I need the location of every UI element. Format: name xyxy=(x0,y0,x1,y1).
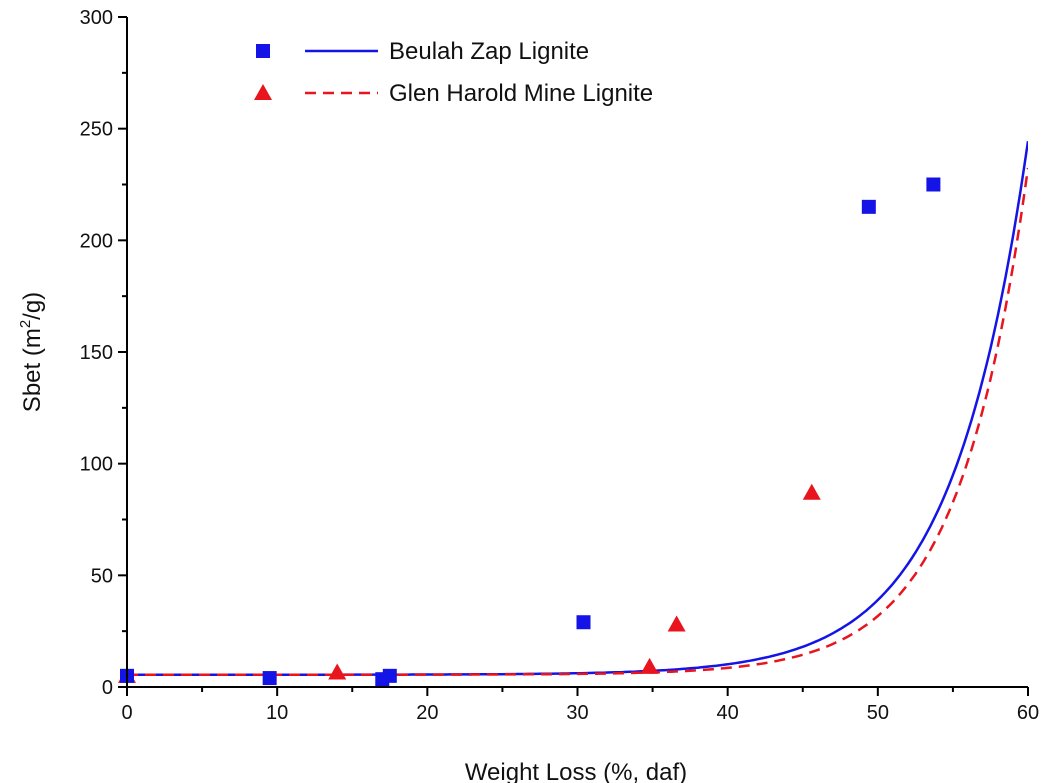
fit-line-series-2 xyxy=(127,167,1028,676)
x-tick-label: 60 xyxy=(1017,702,1039,724)
y-tick-label: 100 xyxy=(80,454,113,476)
x-axis-title: Weight Loss (%, daf) xyxy=(465,759,687,783)
data-point-series-2 xyxy=(640,657,659,674)
y-axis-title: Sbet (m2/g) xyxy=(17,292,46,412)
y-axis-title-main: Sbet (m xyxy=(19,328,46,412)
legend-marker-series-1 xyxy=(256,44,270,58)
data-point-series-2 xyxy=(802,483,821,500)
data-point-series-1 xyxy=(382,668,397,683)
y-tick-label: 250 xyxy=(80,119,113,141)
axes: 0 10 20 30 40 50 60 0 50 100 150 200 250 300 xyxy=(80,7,1040,724)
fit-lines xyxy=(127,141,1028,676)
x-tick-label: 40 xyxy=(717,702,739,724)
y-tick-label: 50 xyxy=(91,565,113,587)
y-tick-label: 150 xyxy=(80,342,113,364)
x-tick-label: 50 xyxy=(867,702,889,724)
data-point-series-2 xyxy=(667,615,686,632)
data-point-series-1 xyxy=(926,177,941,192)
y-axis-title-tail: /g) xyxy=(19,292,46,320)
fit-line-series-1 xyxy=(127,141,1028,676)
x-tick-label: 0 xyxy=(121,702,132,724)
y-axis-title-superscript: 2 xyxy=(17,320,34,328)
y-tick-label: 300 xyxy=(80,7,113,29)
legend: Beulah Zap Lignite Glen Harold Mine Ligni… xyxy=(254,38,653,107)
data-markers xyxy=(118,177,941,687)
data-point-series-2 xyxy=(328,663,347,680)
y-tick-label: 0 xyxy=(102,677,113,699)
data-point-series-1 xyxy=(576,615,591,630)
legend-label-series-1: Beulah Zap Lignite xyxy=(389,38,589,65)
legend-marker-series-2 xyxy=(254,84,272,100)
data-point-series-1 xyxy=(861,199,876,214)
legend-label-series-2: Glen Harold Mine Lignite xyxy=(389,80,653,107)
data-point-series-1 xyxy=(262,671,277,686)
x-tick-label: 10 xyxy=(266,702,288,724)
x-tick-label: 30 xyxy=(566,702,588,724)
y-tick-label: 200 xyxy=(80,230,113,252)
x-tick-label: 20 xyxy=(416,702,438,724)
